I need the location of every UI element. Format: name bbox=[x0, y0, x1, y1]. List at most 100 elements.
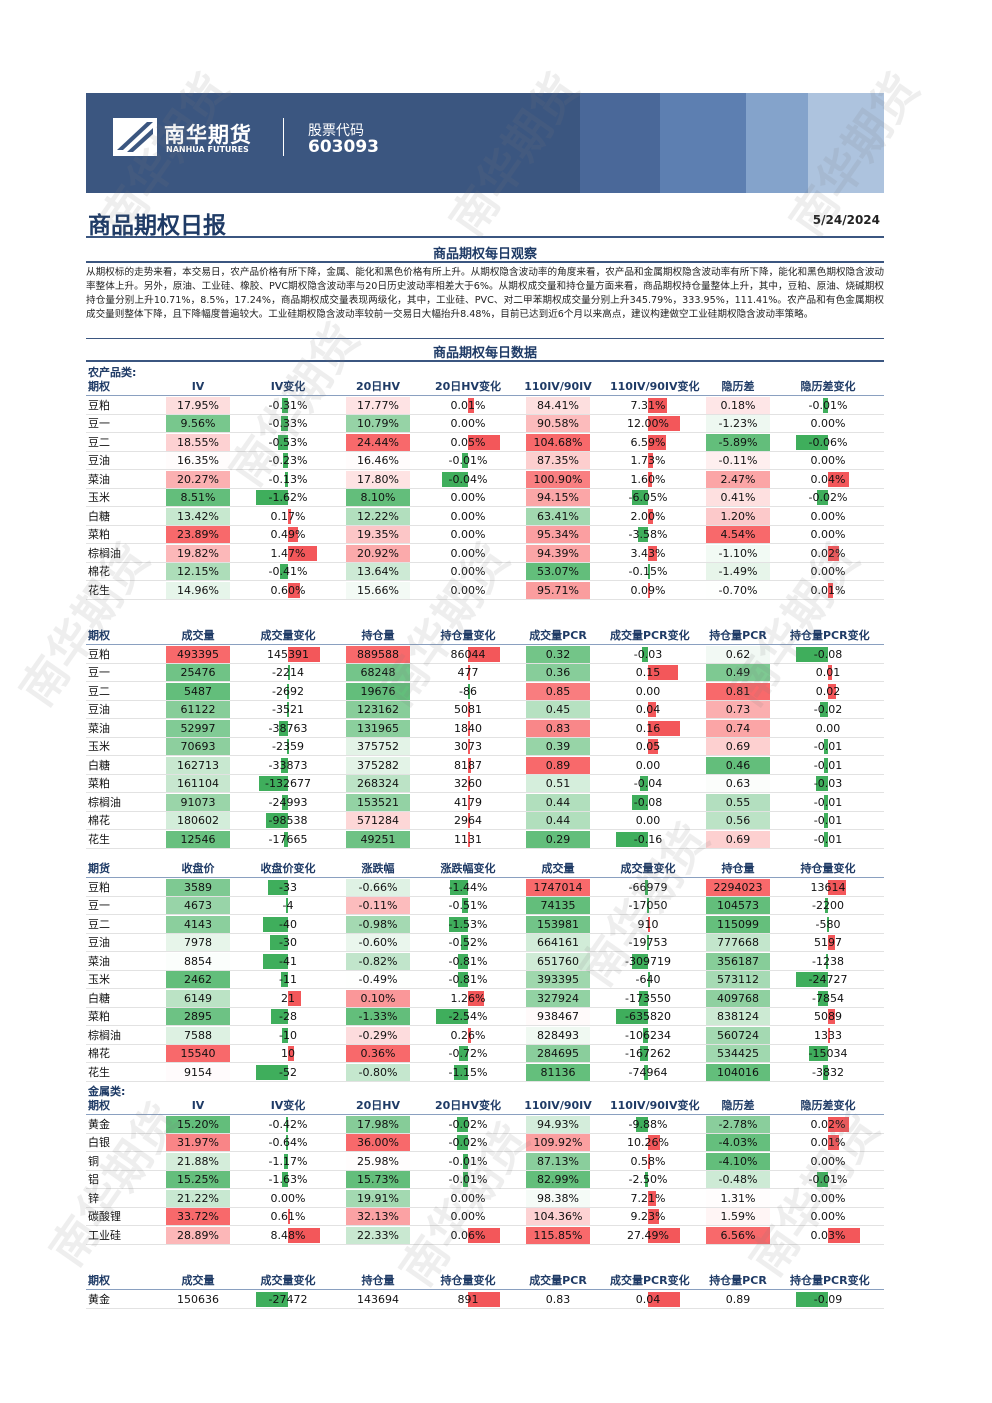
heat-cell bbox=[526, 775, 590, 792]
cell-value: 12.22% bbox=[357, 509, 399, 523]
column-header: 成交量 bbox=[181, 629, 215, 642]
heat-cell bbox=[166, 489, 230, 506]
cell-value: 0.89 bbox=[545, 758, 571, 772]
cell-value: 95.71% bbox=[537, 583, 579, 597]
cell-value: 3589 bbox=[184, 880, 212, 894]
heat-cell bbox=[526, 581, 590, 599]
cell-value: -40 bbox=[279, 917, 297, 931]
cell-value: 0.89 bbox=[725, 1292, 751, 1306]
row-label: 豆油 bbox=[88, 703, 110, 716]
cell-value: 145391 bbox=[267, 647, 309, 661]
row-rule bbox=[86, 755, 884, 756]
cell-value: -0.04 bbox=[633, 777, 663, 790]
cell-value: 70693 bbox=[180, 740, 216, 753]
cell-value: 7.31% bbox=[630, 398, 666, 412]
cell-value: 910 bbox=[637, 917, 659, 931]
cell-value: -33 bbox=[279, 880, 297, 894]
cell-value: 0.04 bbox=[635, 703, 661, 716]
cell-value: 6149 bbox=[184, 991, 212, 1005]
data-bar bbox=[828, 582, 834, 598]
heat-cell bbox=[706, 1208, 770, 1225]
heat-cell bbox=[526, 971, 590, 988]
heat-cell bbox=[166, 1045, 230, 1062]
row-rule bbox=[86, 524, 884, 526]
cell-value: 12546 bbox=[180, 832, 216, 846]
data-bar bbox=[822, 397, 828, 413]
heat-cell bbox=[706, 1171, 770, 1188]
heat-cell bbox=[706, 878, 770, 896]
data-bar bbox=[648, 665, 678, 680]
cell-value: -2.54% bbox=[448, 1010, 488, 1023]
heat-cell bbox=[526, 1063, 590, 1081]
heat-cell bbox=[526, 878, 590, 896]
data-bar bbox=[648, 1209, 659, 1224]
cell-value: -106234 bbox=[625, 1028, 671, 1042]
cell-value: -0.02 bbox=[813, 703, 843, 716]
data-bar bbox=[648, 739, 658, 754]
cell-value: -7854 bbox=[812, 991, 844, 1005]
cell-value: 0.39 bbox=[545, 740, 571, 753]
cell-value: 0.05 bbox=[635, 740, 661, 753]
cell-value: 161104 bbox=[177, 777, 219, 790]
data-bar bbox=[816, 776, 828, 791]
cell-value: 4673 bbox=[184, 899, 212, 912]
data-bar bbox=[468, 397, 475, 413]
heat-cell bbox=[346, 452, 410, 469]
heat-cell bbox=[706, 1045, 770, 1062]
cell-value: 8.51% bbox=[180, 491, 216, 504]
cell-value: -0.03 bbox=[633, 647, 663, 661]
data-bar bbox=[648, 720, 680, 736]
cell-value: 13.42% bbox=[177, 509, 219, 523]
row-label: 棉花 bbox=[88, 1047, 110, 1060]
cell-value: -2200 bbox=[812, 899, 844, 912]
cell-value: 2.47% bbox=[720, 472, 756, 486]
cell-value: 49251 bbox=[360, 832, 396, 846]
column-header: 期权 bbox=[88, 629, 110, 642]
heat-cell bbox=[526, 396, 590, 414]
cell-value: 53.07% bbox=[537, 565, 579, 578]
cell-value: 0.29 bbox=[545, 832, 571, 846]
cell-value: -0.48% bbox=[718, 1173, 758, 1186]
cell-value: 0.55 bbox=[725, 795, 751, 809]
cell-value: 7588 bbox=[184, 1028, 212, 1042]
heat-cell bbox=[526, 1134, 590, 1151]
cell-value: 25476 bbox=[180, 666, 216, 679]
heat-cell bbox=[526, 664, 590, 681]
cell-value: -167262 bbox=[625, 1047, 671, 1060]
cell-value: 21 bbox=[281, 991, 295, 1005]
cell-value: 28.89% bbox=[177, 1228, 219, 1242]
cell-value: 3073 bbox=[454, 740, 482, 753]
row-label: 菜粕 bbox=[88, 528, 110, 541]
heat-cell bbox=[346, 989, 410, 1007]
column-header: 涨跌幅 bbox=[361, 862, 395, 875]
heat-cell bbox=[166, 1189, 230, 1207]
heat-cell bbox=[706, 682, 770, 700]
cell-value: 8.48% bbox=[270, 1228, 306, 1242]
cell-value: 0.00% bbox=[450, 546, 486, 560]
heat-cell bbox=[526, 1290, 590, 1308]
heat-cell bbox=[526, 489, 590, 506]
row-rule bbox=[86, 561, 884, 563]
cell-value: 534425 bbox=[717, 1047, 759, 1060]
data-bar bbox=[281, 1172, 288, 1187]
column-header: 成交量PCR bbox=[529, 629, 587, 642]
heat-cell bbox=[706, 793, 770, 811]
column-header: 110IV/90IV变化 bbox=[610, 380, 700, 393]
cell-value: 1747014 bbox=[533, 880, 583, 894]
data-bar bbox=[648, 545, 658, 561]
watermark: 南华期货 bbox=[9, 533, 160, 716]
column-header: 收盘价变化 bbox=[260, 862, 316, 875]
cell-value: 13614 bbox=[810, 880, 846, 894]
data-bar bbox=[828, 471, 850, 487]
heat-cell bbox=[706, 581, 770, 599]
cell-value: 9.23% bbox=[630, 1210, 666, 1223]
cell-value: -580 bbox=[815, 917, 841, 931]
data-bar bbox=[468, 739, 470, 754]
heat-cell bbox=[166, 719, 230, 737]
heat-cell bbox=[346, 1152, 410, 1170]
data-bar bbox=[461, 453, 468, 468]
cell-value: 0.00% bbox=[450, 509, 486, 523]
data-bar bbox=[281, 1027, 288, 1043]
cell-value: 2294023 bbox=[713, 880, 763, 894]
cell-value: -15034 bbox=[808, 1047, 848, 1060]
